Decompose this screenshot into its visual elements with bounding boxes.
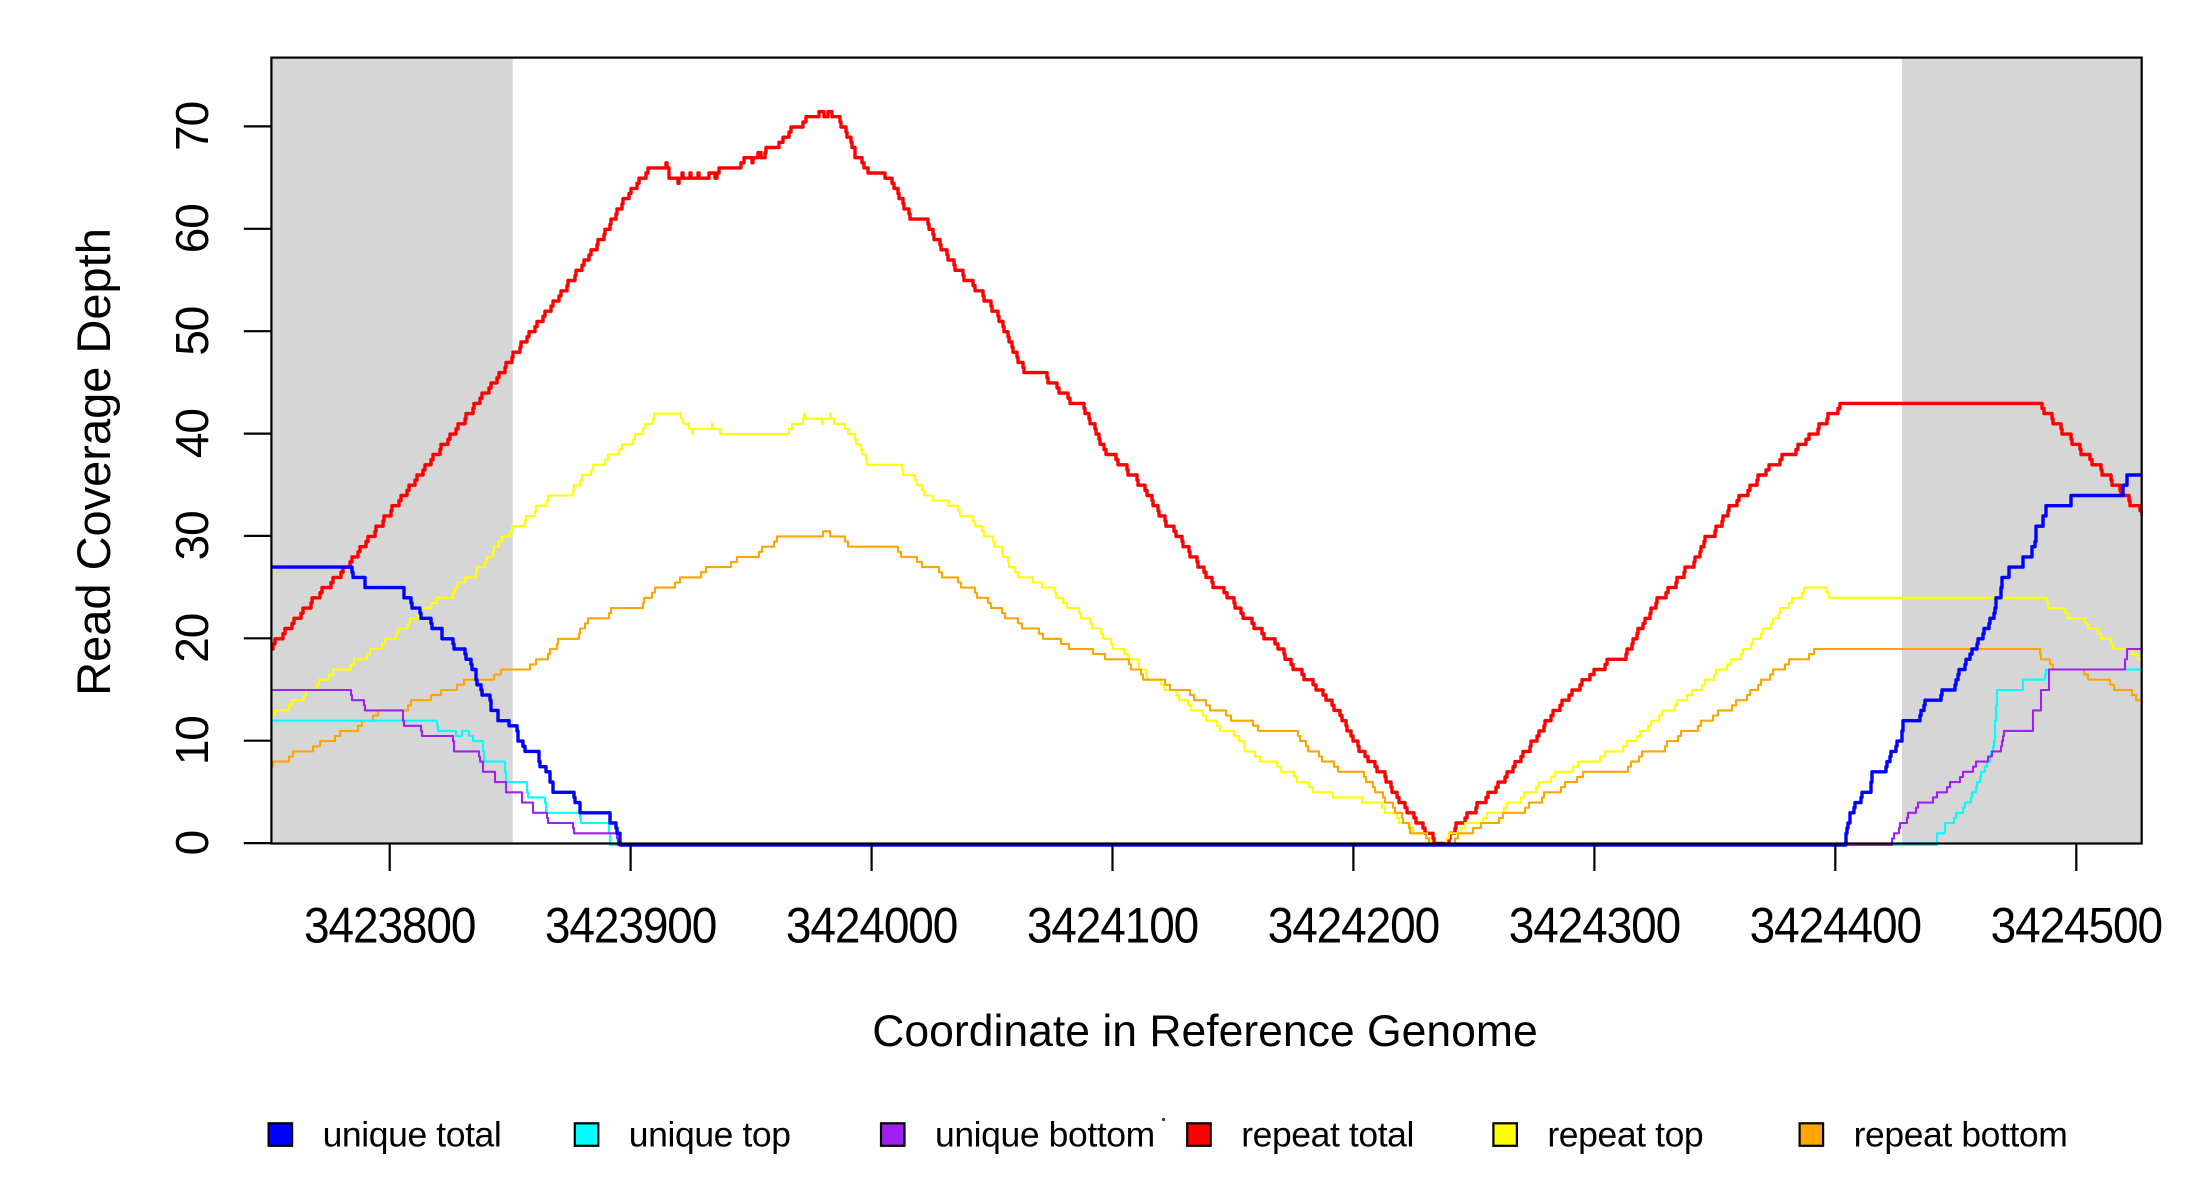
svg-text:50: 50	[166, 307, 218, 356]
svg-text:3424300: 3424300	[1509, 899, 1680, 954]
svg-text:3423800: 3423800	[304, 899, 475, 954]
svg-text:30: 30	[166, 511, 218, 560]
svg-text:Coordinate in Reference Genome: Coordinate in Reference Genome	[872, 1007, 1537, 1056]
svg-text:40: 40	[166, 409, 218, 458]
svg-text:unique top: unique top	[629, 1115, 791, 1155]
svg-text:repeat top: repeat top	[1547, 1115, 1703, 1155]
svg-text:0: 0	[166, 831, 218, 855]
svg-text:3424500: 3424500	[1991, 899, 2162, 954]
svg-text:unique bottom: unique bottom	[935, 1115, 1155, 1155]
svg-text:20: 20	[166, 614, 218, 663]
svg-text:repeat total: repeat total	[1241, 1115, 1414, 1155]
svg-text:Read Coverage Depth: Read Coverage Depth	[67, 228, 120, 696]
svg-text:3424400: 3424400	[1750, 899, 1921, 954]
svg-text:unique total: unique total	[323, 1115, 502, 1155]
svg-text:60: 60	[166, 204, 218, 253]
svg-text:3424100: 3424100	[1027, 899, 1198, 954]
svg-text:3424200: 3424200	[1268, 899, 1439, 954]
svg-text:70: 70	[166, 102, 218, 151]
svg-text:repeat bottom: repeat bottom	[1854, 1115, 2068, 1155]
svg-text:3424000: 3424000	[786, 899, 957, 954]
svg-text:10: 10	[166, 716, 218, 765]
svg-text:3423900: 3423900	[545, 899, 716, 954]
